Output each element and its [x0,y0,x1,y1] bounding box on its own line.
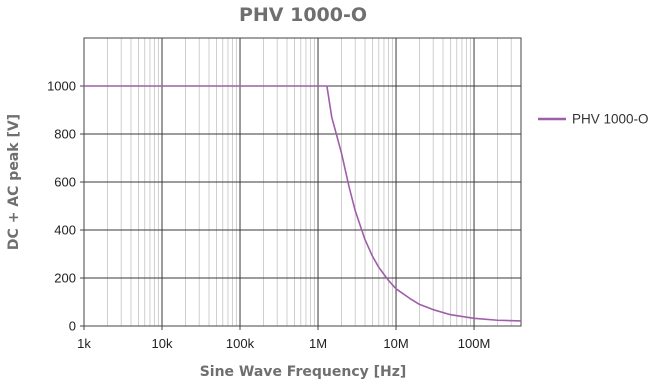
y-axis-ticks: 0 200 400 600 800 1000 [47,79,84,334]
x-tick-label: 10M [383,336,408,351]
x-tick-label: 1k [77,336,91,351]
y-tick-label: 400 [54,223,76,238]
series-line [84,85,522,322]
y-tick-label: 800 [54,127,76,142]
x-axis-ticks: 1k 10k 100k 1M 10M 100M [77,326,490,351]
y-tick-label: 600 [54,175,76,190]
x-tick-label: 1M [309,336,327,351]
series-layer [84,85,522,322]
y-tick-label: 0 [69,319,76,334]
y-axis-title: DC + AC peak [V] [6,114,22,250]
major-gridlines [84,38,521,326]
y-tick-label: 200 [54,271,76,286]
legend-label: PHV 1000-O [572,112,649,127]
legend: PHV 1000-O [538,112,649,127]
x-tick-label: 100M [458,336,491,351]
x-axis-title: Sine Wave Frequency [Hz] [200,364,407,380]
y-tick-label: 1000 [47,79,76,94]
x-tick-label: 10k [152,336,173,351]
x-tick-label: 100k [226,336,255,351]
chart-title: PHV 1000-O [239,4,367,26]
